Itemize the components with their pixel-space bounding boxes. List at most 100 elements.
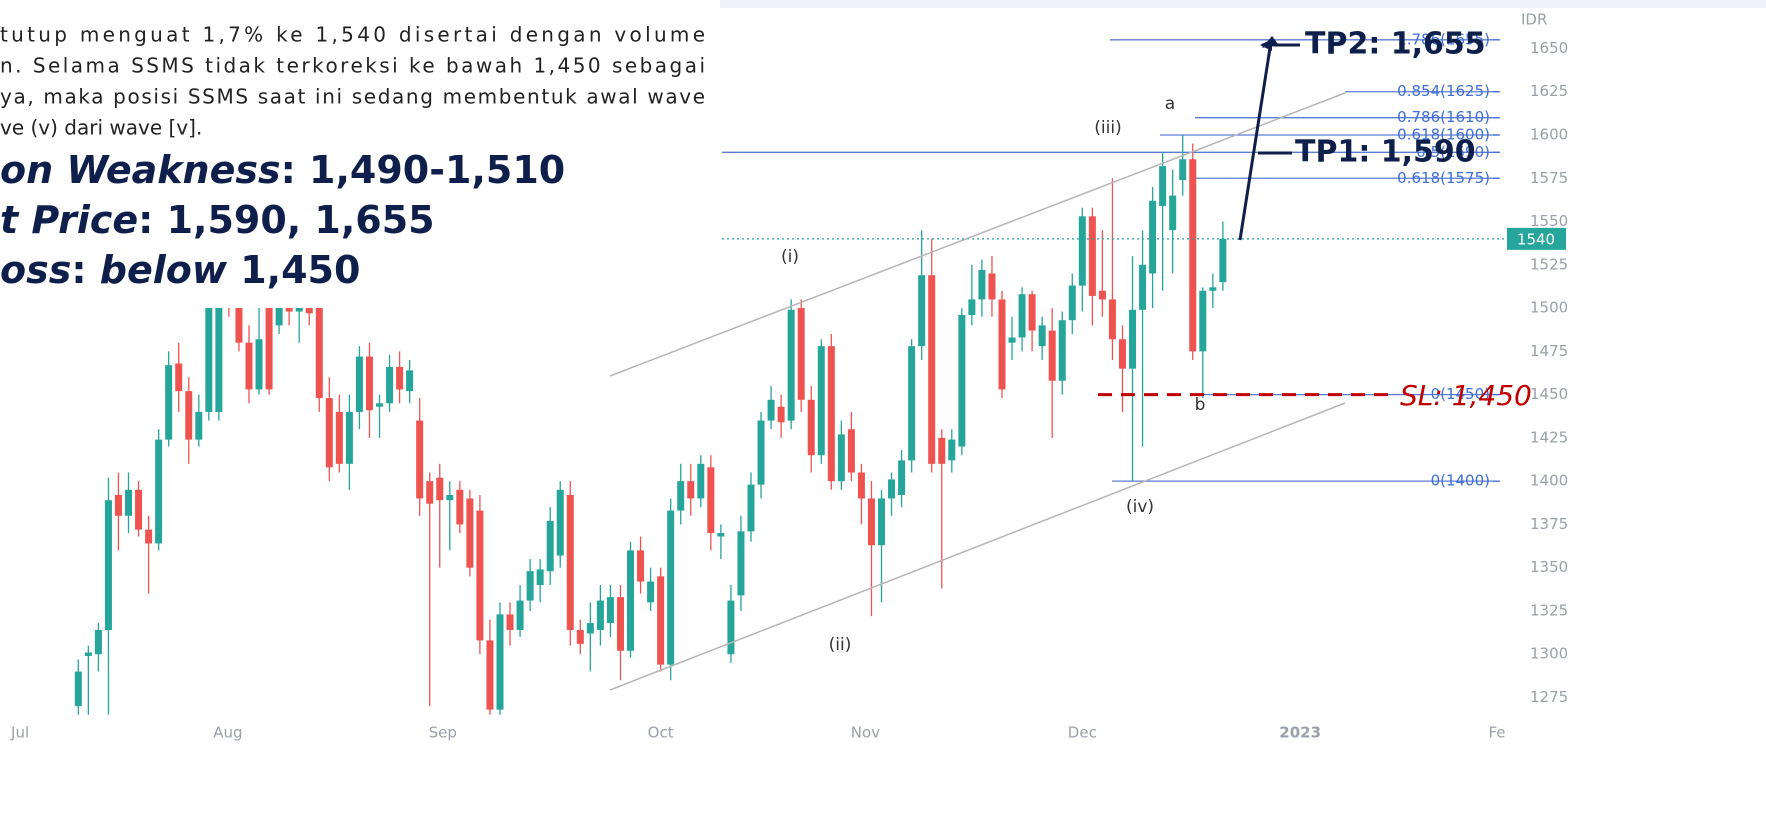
tp2-label: TP2: 1,655 bbox=[1305, 27, 1486, 62]
wave-label: b bbox=[1195, 395, 1206, 415]
candle-body bbox=[536, 569, 544, 585]
candle-body bbox=[506, 614, 514, 630]
note-line: ya, maka posisi SSMS saat ini sedang mem… bbox=[0, 85, 705, 109]
candle-body bbox=[125, 489, 133, 516]
note-segment: : 1,490-1,510 bbox=[281, 148, 566, 192]
note-background bbox=[0, 0, 720, 148]
y-tick-label: 1425 bbox=[1530, 428, 1568, 446]
fib-label: 0.618(1600) bbox=[1397, 126, 1490, 144]
candle-body bbox=[657, 576, 665, 665]
y-tick-label: 1575 bbox=[1530, 169, 1568, 187]
note-segment: : bbox=[71, 248, 99, 292]
candle-body bbox=[215, 256, 223, 412]
arrow-head bbox=[1260, 39, 1272, 51]
candle-body bbox=[767, 399, 775, 421]
candle-body bbox=[496, 614, 504, 710]
candle-body bbox=[867, 498, 875, 546]
candle-body bbox=[436, 477, 444, 501]
candle-body bbox=[1209, 287, 1217, 291]
note: tutup menguat 1,7% ke 1,540 disertai den… bbox=[0, 23, 705, 292]
candle-body bbox=[1088, 216, 1096, 296]
fib-label: 0.854(1625) bbox=[1397, 82, 1490, 100]
candle-body bbox=[1219, 238, 1227, 283]
channel-lower bbox=[609, 402, 1346, 691]
candle-body bbox=[928, 275, 936, 464]
note-line: tutup menguat 1,7% ke 1,540 disertai den… bbox=[0, 23, 705, 47]
candle-body bbox=[797, 308, 805, 400]
currency: IDR bbox=[1521, 11, 1547, 29]
fib-label: 0.5(1590) bbox=[1416, 143, 1490, 161]
wave-label: (i) bbox=[781, 247, 799, 267]
candle-body bbox=[616, 597, 624, 651]
candle-body bbox=[827, 346, 835, 482]
candle-body bbox=[345, 411, 353, 464]
note-segment: 1,450 bbox=[227, 248, 360, 292]
candle-body bbox=[265, 273, 273, 390]
candle-body bbox=[1169, 195, 1177, 231]
annotation-layer: 1275 1300 1325 1350 1375 1400 1425 1450 1475 1500… bbox=[10, 30, 1568, 741]
candle-body bbox=[1038, 325, 1046, 347]
candle-body bbox=[315, 299, 323, 399]
y-tick-label: 1600 bbox=[1530, 126, 1568, 144]
note-heading: on Weakness: 1,490-1,510 bbox=[0, 148, 565, 192]
y-tick-label: 1550 bbox=[1530, 212, 1568, 230]
candle-body bbox=[878, 498, 886, 546]
candle-body bbox=[145, 529, 153, 544]
y-tick-label: 1400 bbox=[1530, 472, 1568, 490]
candle-body bbox=[1159, 166, 1167, 206]
fib-label: 1.786(1655) bbox=[1397, 30, 1490, 48]
candle-body bbox=[757, 420, 765, 485]
candle-body bbox=[406, 370, 414, 392]
candle-body bbox=[888, 479, 896, 499]
y-tick-label: 1525 bbox=[1530, 255, 1568, 273]
candle-body bbox=[476, 510, 484, 641]
candle-body bbox=[245, 342, 253, 390]
candle-body bbox=[275, 299, 283, 326]
x-tick-label: Jul bbox=[10, 724, 29, 742]
note-segment: : 1,590, 1,655 bbox=[138, 198, 435, 242]
wave-label: (iv) bbox=[1126, 497, 1154, 517]
x-tick-label: Nov bbox=[851, 724, 880, 742]
candle-body bbox=[988, 273, 996, 300]
y-tick-label: 1300 bbox=[1530, 645, 1568, 663]
candle-body bbox=[978, 270, 986, 300]
candle-body bbox=[727, 600, 735, 655]
candle-body bbox=[647, 581, 655, 603]
note-background bbox=[0, 148, 505, 308]
candle-body bbox=[697, 463, 705, 499]
candle-body bbox=[807, 399, 815, 456]
candle-body bbox=[185, 391, 193, 440]
candle-body bbox=[416, 420, 424, 499]
candle-body bbox=[386, 366, 394, 404]
candle-body bbox=[707, 467, 715, 534]
wave-label: (ii) bbox=[829, 635, 852, 655]
candle-body bbox=[1179, 159, 1187, 180]
candle-body bbox=[426, 481, 434, 504]
candle-body bbox=[998, 299, 1006, 390]
candle-body bbox=[446, 495, 454, 501]
candle-body bbox=[546, 520, 554, 572]
y-tick-label: 1275 bbox=[1530, 688, 1568, 706]
candle-body bbox=[456, 489, 464, 525]
x-tick-label: Fe bbox=[1488, 724, 1505, 742]
top-strip bbox=[0, 0, 1766, 8]
candle-body bbox=[687, 481, 695, 499]
candle-body bbox=[1048, 330, 1056, 381]
sl-label: SL: 1,450 bbox=[1400, 379, 1532, 412]
candle-body bbox=[837, 434, 845, 482]
x-tick-label: Aug bbox=[213, 724, 242, 742]
candle-body bbox=[737, 531, 745, 596]
candle-body bbox=[1078, 216, 1086, 286]
candle-body bbox=[376, 403, 384, 407]
candle-body bbox=[165, 365, 173, 440]
y-tick-label: 1475 bbox=[1530, 342, 1568, 360]
candle-body bbox=[627, 550, 635, 651]
candle-body bbox=[637, 550, 645, 582]
candle-body bbox=[175, 363, 183, 392]
candle-body bbox=[84, 652, 92, 656]
candle-body bbox=[777, 406, 785, 423]
wave-label: (iii) bbox=[1094, 118, 1121, 138]
candle-body bbox=[114, 495, 122, 516]
